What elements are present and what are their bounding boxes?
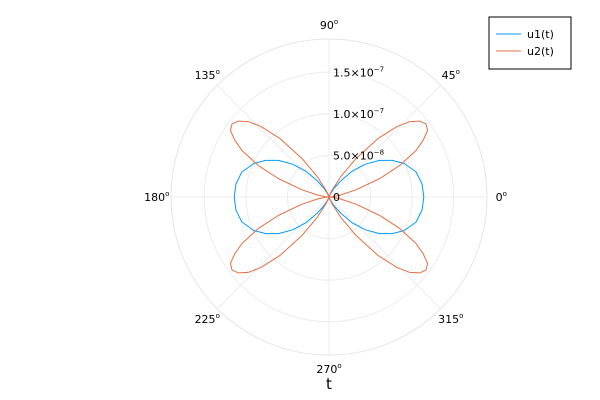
series-line-u1t <box>233 159 425 235</box>
radial-tick-label: 0 <box>333 191 340 204</box>
angular-gridline <box>328 84 442 198</box>
angular-tick-label: 0o <box>496 190 507 204</box>
legend-box <box>488 16 572 70</box>
legend-label: u1(t) <box>527 28 554 41</box>
radial-tick-label: 5.0×10−8 <box>333 148 384 162</box>
angular-gridline <box>328 196 442 310</box>
legend: u1(t) u2(t) <box>488 16 572 70</box>
radial-tick-label: 1.0×10−7 <box>333 107 384 121</box>
angular-tick-label: 270o <box>316 362 341 376</box>
angular-tick-label: 180o <box>144 190 169 204</box>
angular-gridline <box>216 196 330 310</box>
tick-labels: 0o 45o 90o 135o 180o 225o 270o 315o 0 5.0×10−8 1.0… <box>144 18 507 376</box>
angular-tick-label: 135o <box>195 68 220 82</box>
angular-tick-label: 225o <box>195 312 220 326</box>
series-line-u2t <box>229 120 429 274</box>
angular-tick-label: 45o <box>442 68 460 82</box>
radial-tick-label: 1.5×10−7 <box>333 65 384 79</box>
angular-tick-label: 90o <box>320 18 338 32</box>
x-axis-label: t <box>326 375 332 393</box>
legend-label: u2(t) <box>527 45 554 58</box>
series-layer <box>229 120 429 274</box>
polar-grid <box>170 38 488 356</box>
angular-tick-label: 315o <box>438 312 463 326</box>
angular-gridline <box>216 84 330 198</box>
